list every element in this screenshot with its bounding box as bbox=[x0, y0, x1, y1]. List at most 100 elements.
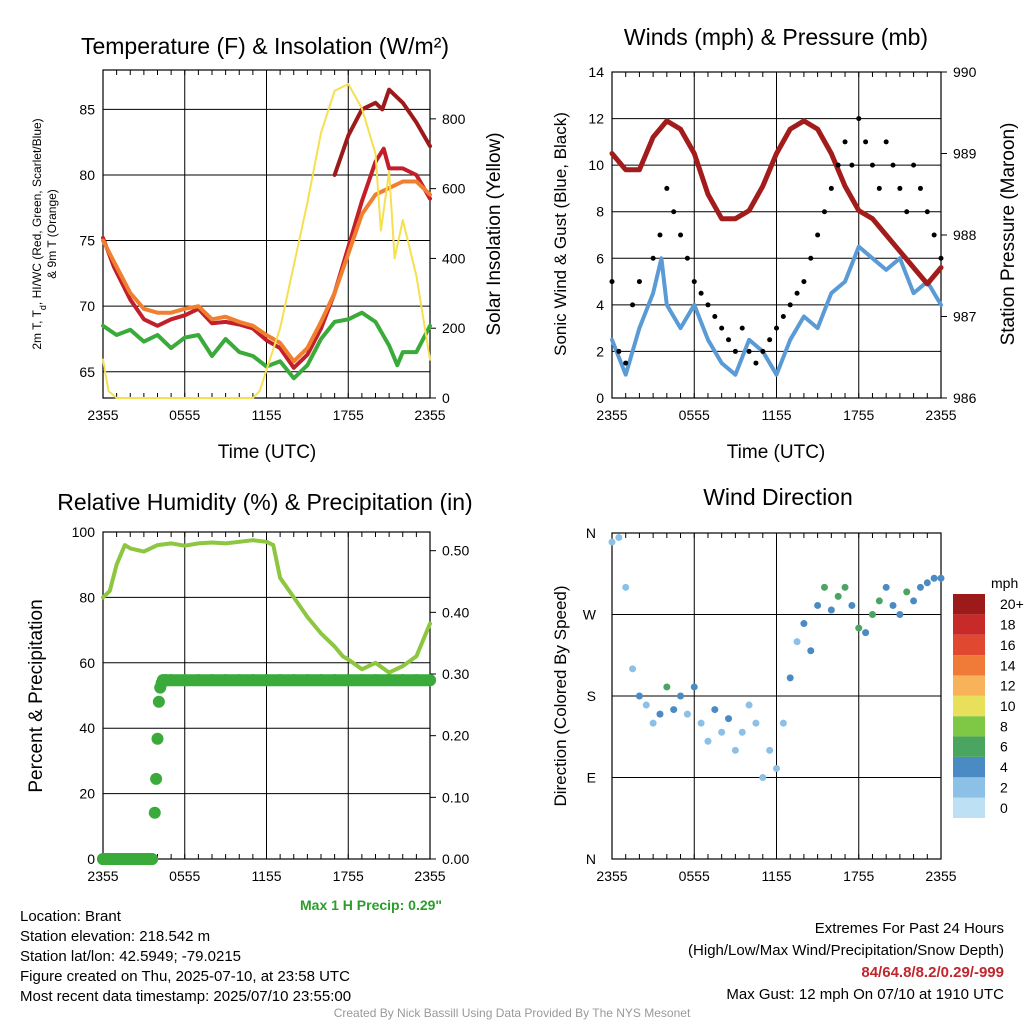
wind-y-tick-label: 4 bbox=[596, 297, 604, 313]
temp-xlabel: Time (UTC) bbox=[218, 442, 317, 463]
dir-point bbox=[677, 692, 685, 700]
extremes-block: Extremes For Past 24 Hours (High/Low/Max… bbox=[688, 918, 1004, 1006]
colorbar-swatch bbox=[953, 695, 985, 717]
dir-point bbox=[868, 611, 876, 618]
dir-point bbox=[622, 583, 630, 591]
rh-series-line bbox=[101, 538, 432, 675]
rh-y2-tick-label: 0.30 bbox=[442, 666, 469, 682]
dir-point bbox=[807, 647, 815, 655]
temp-y2-tick-label: 600 bbox=[442, 181, 466, 197]
dir-point bbox=[841, 583, 849, 591]
dir-point bbox=[725, 715, 733, 723]
colorbar-label: 6 bbox=[1000, 739, 1008, 755]
colorbar-swatch bbox=[953, 756, 985, 778]
station-info: Location: Brant Station elevation: 218.5… bbox=[20, 907, 351, 1007]
wind-gust-point bbox=[780, 314, 786, 319]
dir-point bbox=[649, 719, 657, 727]
colorbar-label: 18 bbox=[1000, 617, 1016, 633]
wind-gust-point bbox=[863, 139, 869, 145]
dir-y-tick-label: W bbox=[583, 607, 597, 623]
wind-gust-point bbox=[657, 232, 663, 238]
wind-gust-point bbox=[938, 255, 944, 261]
colorbar-label: 14 bbox=[1000, 657, 1016, 673]
colorbar-swatch bbox=[953, 655, 985, 676]
wind-y2-tick-label: 986 bbox=[953, 390, 977, 406]
dir-ylabel: Direction (Colored By Speed) bbox=[551, 585, 570, 806]
temp-x-tick-label: 2355 bbox=[414, 407, 445, 423]
temp-series-line bbox=[332, 87, 432, 177]
temp-ylabel-2: & 9m T (Orange) bbox=[45, 189, 59, 279]
dir-point bbox=[848, 601, 856, 609]
wind-y-tick-label: 10 bbox=[588, 157, 604, 173]
colorbar-label: 4 bbox=[1000, 759, 1008, 775]
wind-gust-point bbox=[726, 337, 732, 343]
dir-point bbox=[793, 638, 801, 646]
wind-gust-point bbox=[671, 209, 677, 215]
dir-point bbox=[629, 665, 637, 673]
temp-x-tick-label: 1755 bbox=[333, 407, 364, 423]
rh-y2-tick-label: 0.20 bbox=[442, 728, 469, 744]
temp-series-line bbox=[101, 179, 432, 364]
wind-gust-point bbox=[815, 232, 821, 238]
wind-title: Winds (mph) & Pressure (mb) bbox=[624, 24, 928, 50]
rh-y-tick-label: 0 bbox=[87, 851, 95, 867]
colorbar-swatch bbox=[953, 777, 985, 798]
wind-gust-point bbox=[917, 185, 923, 191]
dir-title: Wind Direction bbox=[703, 484, 853, 510]
wind-gust-point bbox=[774, 325, 779, 331]
dir-y-tick-label: E bbox=[587, 770, 596, 786]
dir-point bbox=[896, 611, 904, 618]
colorbar-swatch bbox=[953, 634, 985, 656]
wind-y-tick-label: 2 bbox=[596, 343, 604, 359]
dir-point bbox=[786, 674, 794, 682]
wind-x-tick-label: 1755 bbox=[843, 407, 874, 423]
credit-text: Created By Nick Bassill Using Data Provi… bbox=[333, 1006, 691, 1020]
wind-gust-point bbox=[787, 302, 793, 308]
wind-gust-point bbox=[890, 162, 896, 168]
wind-gust-point bbox=[849, 162, 855, 168]
wind-gust-point bbox=[904, 209, 910, 215]
temp-y-tick-label: 80 bbox=[79, 167, 95, 183]
rh-title: Relative Humidity (%) & Precipitation (i… bbox=[57, 489, 472, 515]
wind-gust-point bbox=[821, 209, 827, 215]
dir-point bbox=[697, 719, 705, 727]
wind-y2-tick-label: 990 bbox=[953, 64, 977, 80]
wind-gust-point bbox=[911, 162, 917, 168]
rh-y-tick-label: 80 bbox=[79, 589, 95, 605]
wind-gust-point bbox=[678, 232, 684, 238]
wind-gust-point bbox=[746, 348, 752, 354]
dir-point bbox=[903, 588, 911, 596]
temp-x-tick-label: 2355 bbox=[87, 407, 118, 423]
colorbar-label: 10 bbox=[1000, 698, 1016, 714]
dir-point bbox=[800, 620, 808, 628]
wind-gust-point bbox=[760, 348, 766, 354]
temp-x-tick-label: 1155 bbox=[251, 407, 281, 423]
wind-y-tick-label: 0 bbox=[596, 390, 604, 406]
temp-y2-tick-label: 800 bbox=[442, 111, 466, 127]
wind-series-line bbox=[610, 244, 943, 377]
temp-panel: 2355 0555 1155 1755 2355 65 70 75 80 85 0 200 400 600… bbox=[30, 33, 505, 463]
colorbar-label: 12 bbox=[1000, 678, 1016, 694]
wind-gust-point bbox=[698, 290, 704, 296]
wind-gust-point bbox=[767, 337, 773, 343]
temp-y-tick-label: 85 bbox=[79, 101, 95, 117]
wind-y-tick-label: 12 bbox=[588, 111, 604, 127]
wind-gust-point bbox=[828, 185, 834, 191]
wind-y-tick-label: 8 bbox=[596, 204, 604, 220]
wind-y2-tick-label: 988 bbox=[953, 227, 977, 243]
temp-x-tick-label: 0555 bbox=[169, 407, 200, 423]
dir-point bbox=[731, 746, 739, 754]
wind-x-tick-label: 2355 bbox=[596, 407, 627, 423]
colorbar-label: 16 bbox=[1000, 637, 1016, 653]
temp-series-line bbox=[101, 146, 432, 370]
rh-x-tick-label: 0555 bbox=[169, 868, 200, 884]
temp-y2-tick-label: 0 bbox=[442, 390, 450, 406]
dir-point bbox=[930, 574, 938, 582]
dir-x-tick-label: 2355 bbox=[596, 868, 627, 884]
wind-gust-point bbox=[924, 209, 930, 215]
dir-point bbox=[916, 583, 924, 591]
wind-x-tick-label: 1155 bbox=[761, 407, 791, 423]
wind-gust-point bbox=[897, 185, 903, 191]
wind-gust-point bbox=[712, 314, 718, 319]
